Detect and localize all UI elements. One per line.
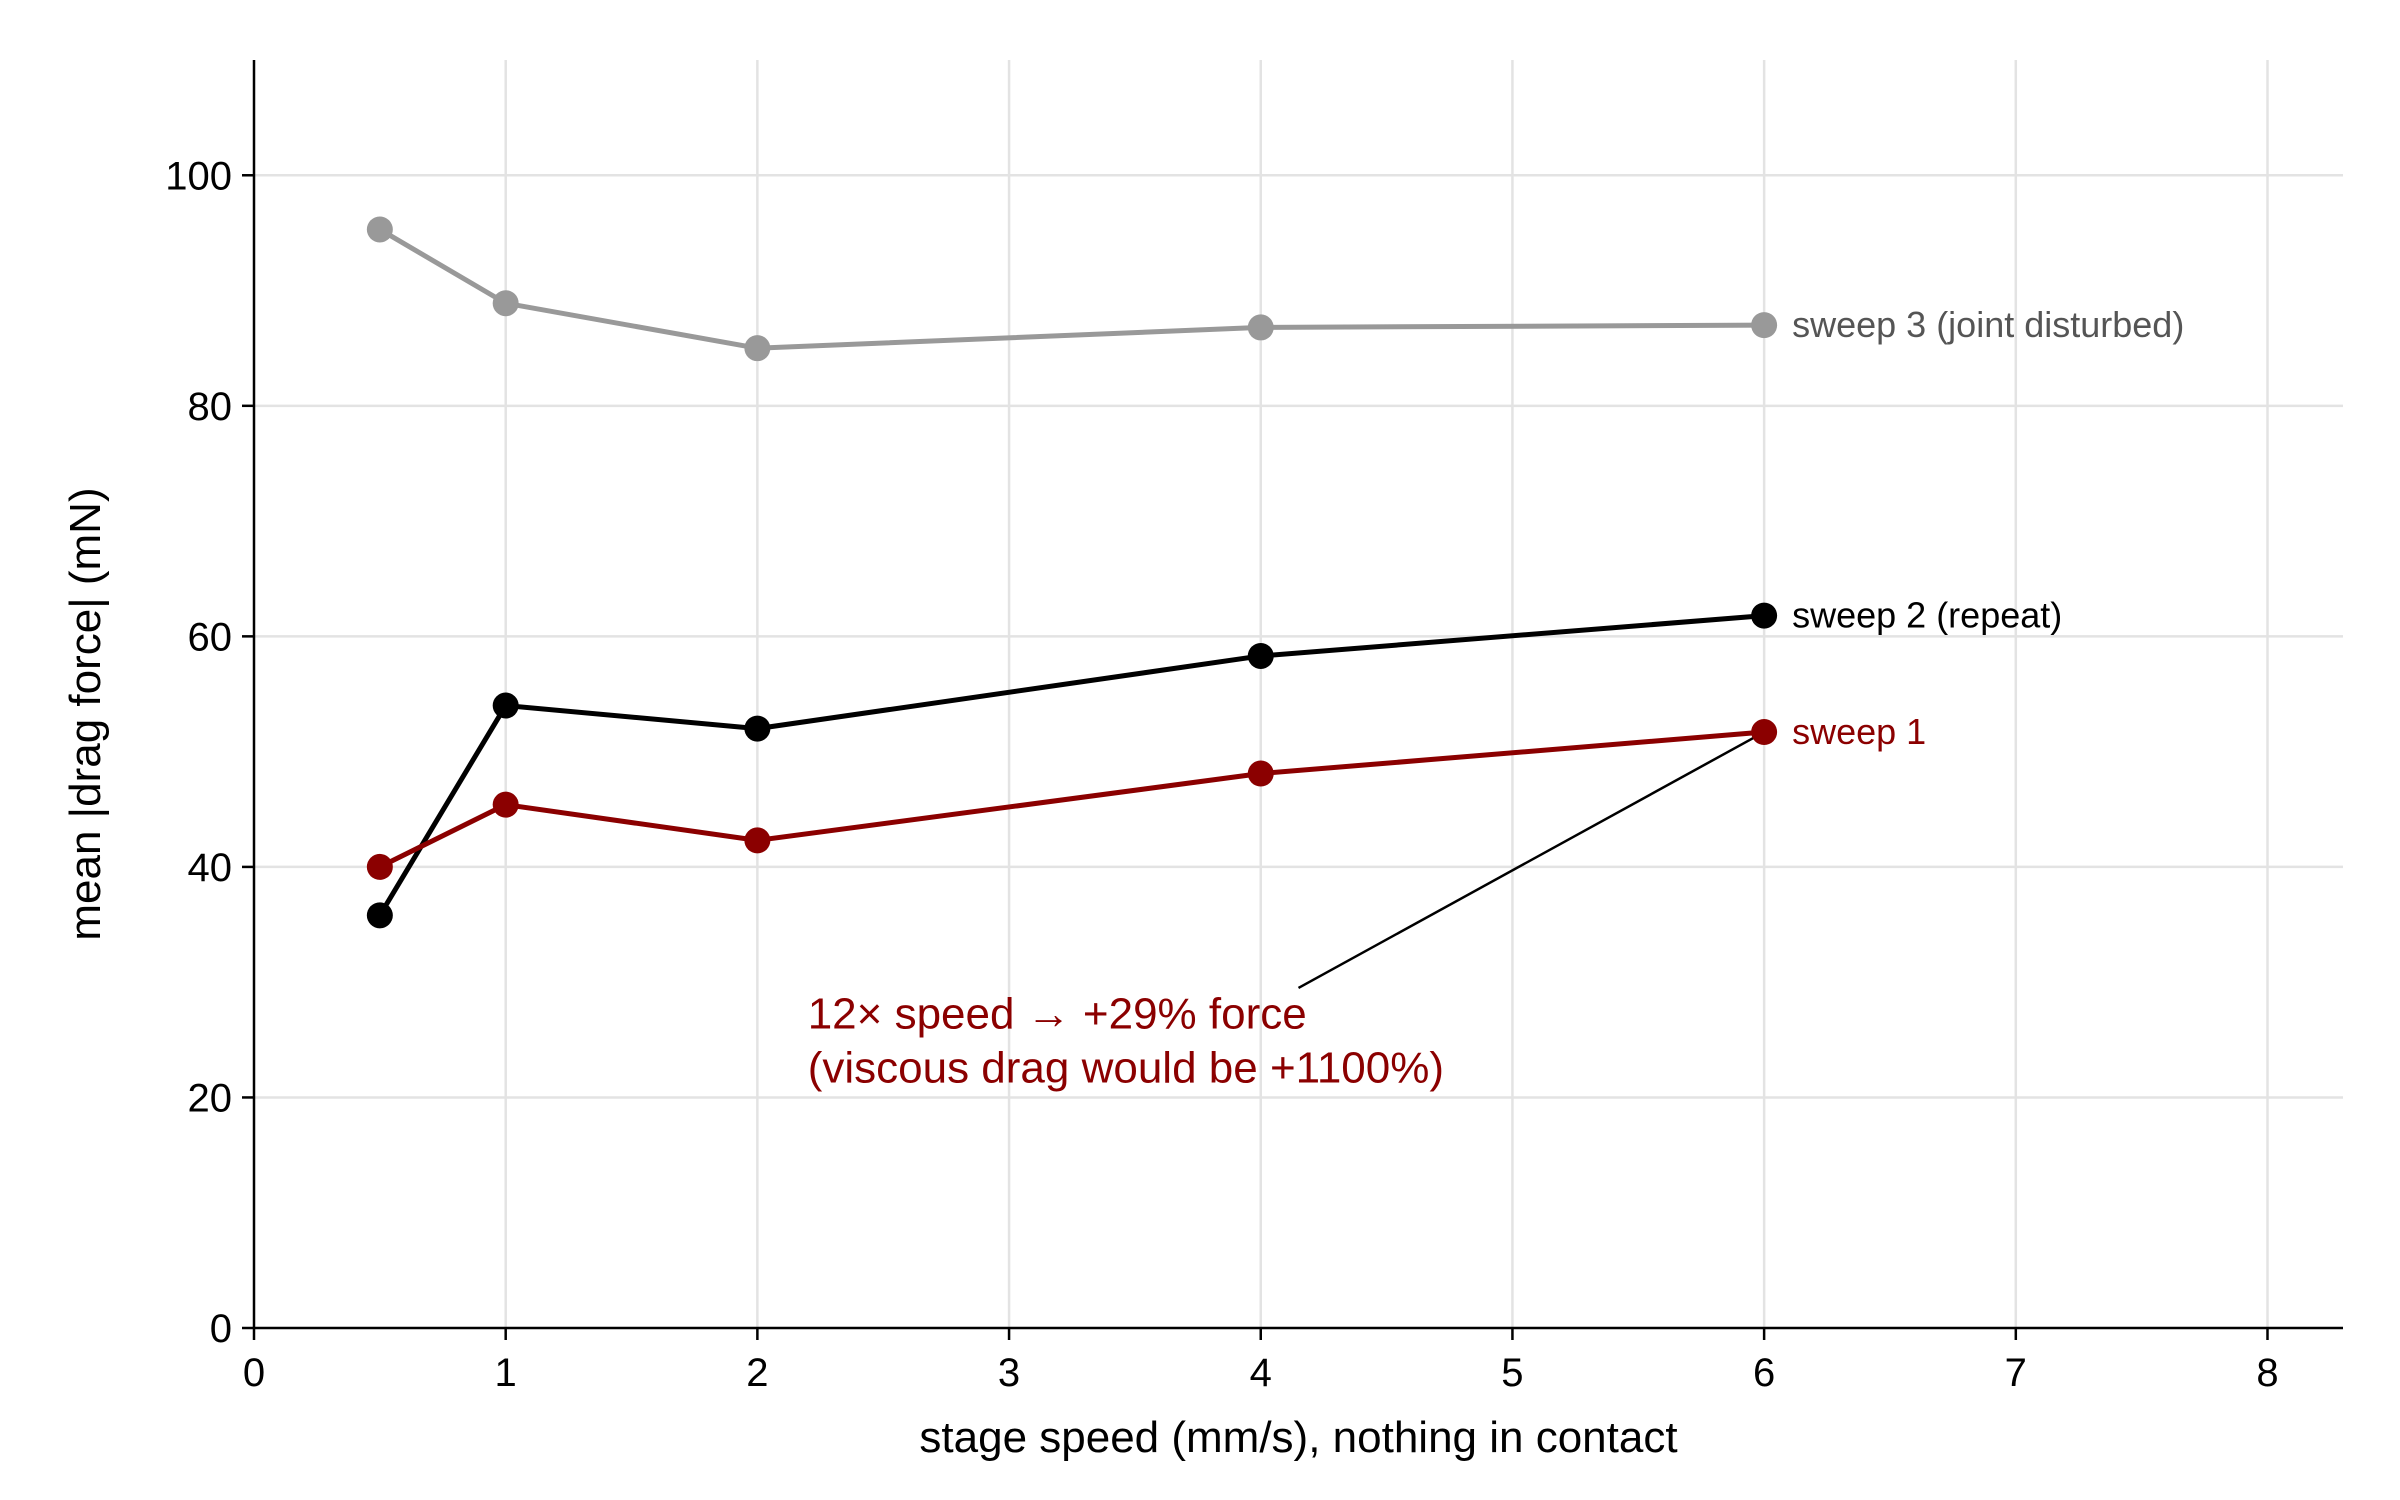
series-1 — [366, 216, 1778, 362]
data-point — [1247, 760, 1274, 787]
data-point — [492, 290, 519, 317]
y-tick-label: 60 — [188, 615, 233, 659]
data-point — [492, 692, 519, 719]
data-point — [1751, 719, 1778, 746]
y-axis-label: mean |drag force| (mN) — [61, 487, 110, 940]
annotation-text-line: (viscous drag would be +1100%) — [808, 1043, 1444, 1092]
grid-layer — [254, 60, 2343, 1328]
data-point — [744, 827, 771, 854]
y-tick-label: 0 — [210, 1307, 232, 1351]
x-tick-label: 4 — [1250, 1351, 1272, 1395]
y-tick-label: 80 — [188, 385, 233, 429]
y-tick-label: 40 — [188, 846, 233, 890]
x-tick-label: 0 — [243, 1351, 265, 1395]
data-point — [744, 715, 771, 742]
labels-layer: sweep 3 (joint disturbed) sweep 2 (repeat… — [1792, 304, 2184, 752]
x-axis-label: stage speed (mm/s), nothing in contact — [919, 1413, 1677, 1462]
x-tick-label: 6 — [1753, 1351, 1775, 1395]
x-tick-label: 7 — [2005, 1351, 2027, 1395]
x-tick-label: 2 — [746, 1351, 768, 1395]
x-tick-label: 1 — [495, 1351, 517, 1395]
data-point — [1247, 642, 1274, 669]
y-tick-label: 100 — [165, 154, 232, 198]
data-point — [1751, 602, 1778, 629]
x-tick-label: 3 — [998, 1351, 1020, 1395]
data-point — [1751, 312, 1778, 339]
data-point — [366, 216, 393, 243]
series-layer — [366, 216, 1778, 929]
series-3 — [366, 719, 1778, 880]
data-point — [366, 902, 393, 929]
x-tick-label: 8 — [2256, 1351, 2278, 1395]
x-tick-label: 5 — [1501, 1351, 1523, 1395]
annotation-text-line: 12× speed → +29% force — [808, 989, 1307, 1038]
series-line — [377, 613, 1765, 917]
data-point — [366, 853, 393, 880]
series-label: sweep 3 (joint disturbed) — [1792, 304, 2184, 345]
series-label: sweep 1 — [1792, 711, 1926, 752]
annotation-arrow — [1297, 730, 1765, 990]
series-line — [378, 227, 1765, 351]
annotation-layer: 12× speed → +29% force (viscous drag woul… — [808, 730, 1765, 1092]
data-point — [744, 335, 771, 362]
data-point — [1247, 314, 1274, 341]
series-2 — [366, 602, 1778, 929]
y-tick-label: 20 — [188, 1076, 233, 1120]
series-label: sweep 2 (repeat) — [1792, 595, 2062, 636]
data-point — [492, 791, 519, 818]
